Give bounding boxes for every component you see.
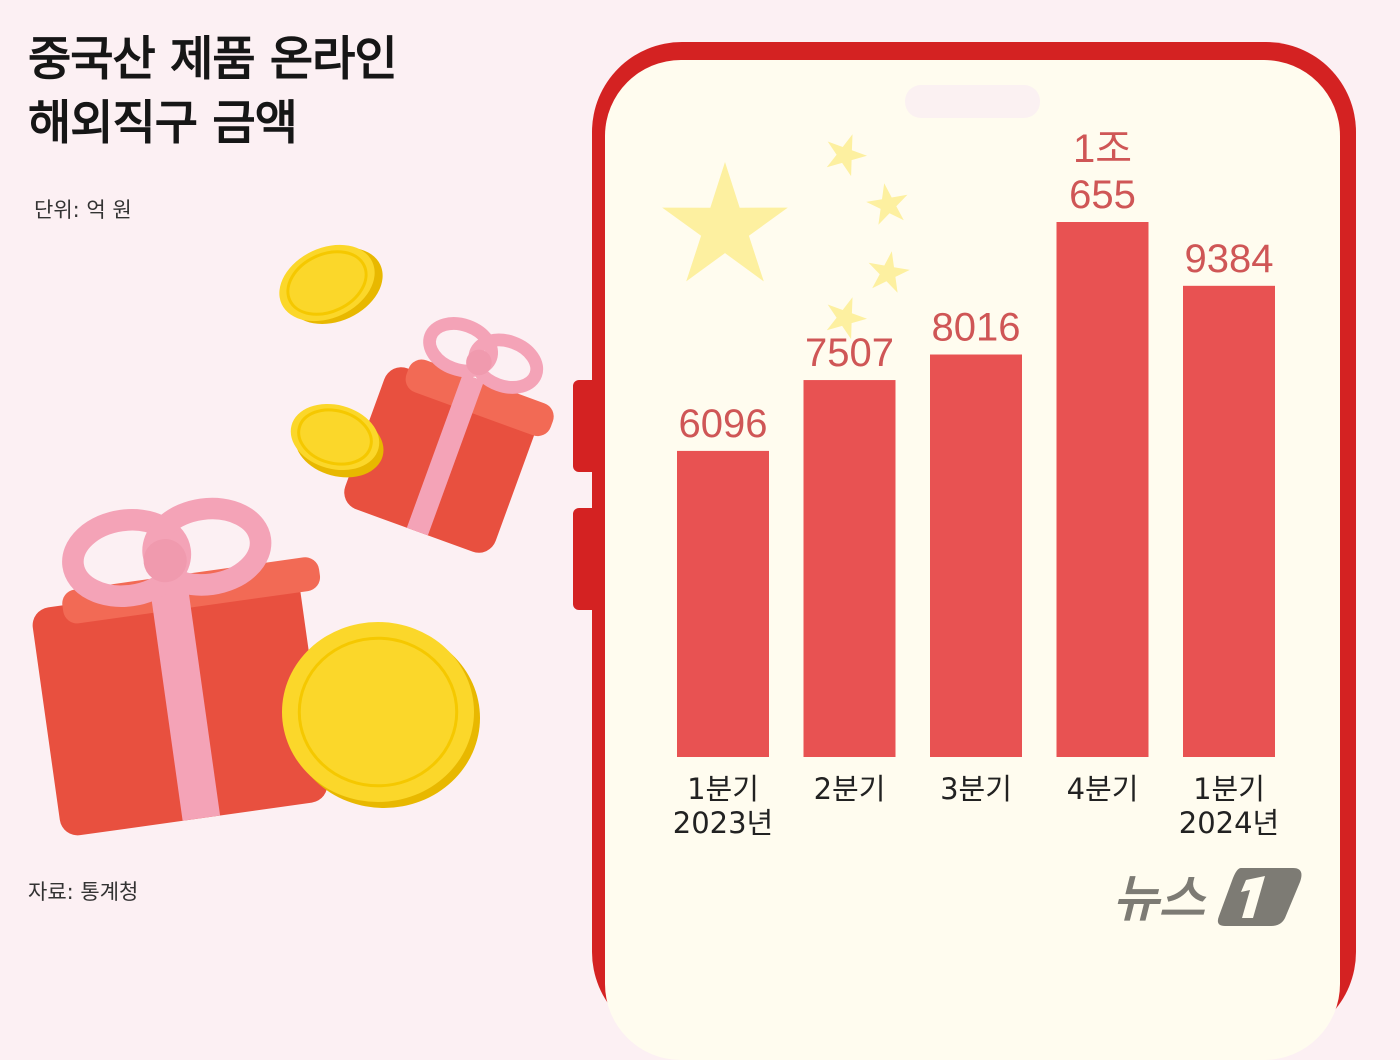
bar-5 [1183, 285, 1275, 757]
star-icon-large [662, 162, 788, 282]
category-label: 3분기 [940, 772, 1012, 806]
star-icon [868, 251, 910, 293]
news1-logo: 뉴스 [1113, 868, 1302, 928]
category-label: 2024년 [1179, 806, 1279, 840]
bar-1 [677, 450, 769, 757]
coin-icon [279, 244, 383, 325]
chart: 60961분기2023년75072분기80163분기1조6554분기93841분… [32, 127, 1279, 840]
data-label: 9384 [1185, 237, 1274, 281]
gift-box-icon [32, 497, 328, 836]
gift-box-icon [344, 317, 554, 553]
bars [677, 222, 1275, 757]
coin-icon [290, 403, 384, 478]
category-label: 1분기 [687, 772, 759, 806]
star-icon [826, 297, 867, 340]
labels: 60961분기2023년75072분기80163분기1조6554분기93841분… [673, 127, 1279, 840]
title-line-1: 중국산 제품 온라인 [28, 32, 398, 87]
data-label: 8016 [932, 306, 1021, 350]
chart-title: 중국산 제품 온라인 해외직구 금액 [28, 28, 398, 156]
star-icon [866, 183, 908, 225]
coin-icon [282, 622, 480, 808]
phone-side-button [573, 380, 595, 472]
category-label: 2분기 [814, 772, 886, 806]
source-label: 자료: 통계청 [28, 880, 139, 904]
decorations [32, 134, 910, 836]
phone-notch [905, 85, 1040, 118]
bar-4 [1056, 222, 1149, 757]
bar-2 [803, 380, 896, 757]
category-label: 4분기 [1067, 772, 1139, 806]
data-label: 6096 [679, 402, 768, 446]
bar-3 [930, 354, 1022, 757]
data-label: 7507 [805, 331, 894, 375]
category-label: 2023년 [673, 806, 773, 840]
title-line-2: 해외직구 금액 [28, 96, 298, 151]
star-icon [826, 134, 867, 177]
phone-side-button [573, 508, 595, 610]
data-label: 655 [1069, 173, 1136, 217]
unit-label: 단위: 억 원 [34, 198, 132, 222]
category-label: 1분기 [1193, 772, 1265, 806]
svg-text:뉴스: 뉴스 [1113, 870, 1207, 928]
data-label: 1조 [1073, 127, 1132, 171]
